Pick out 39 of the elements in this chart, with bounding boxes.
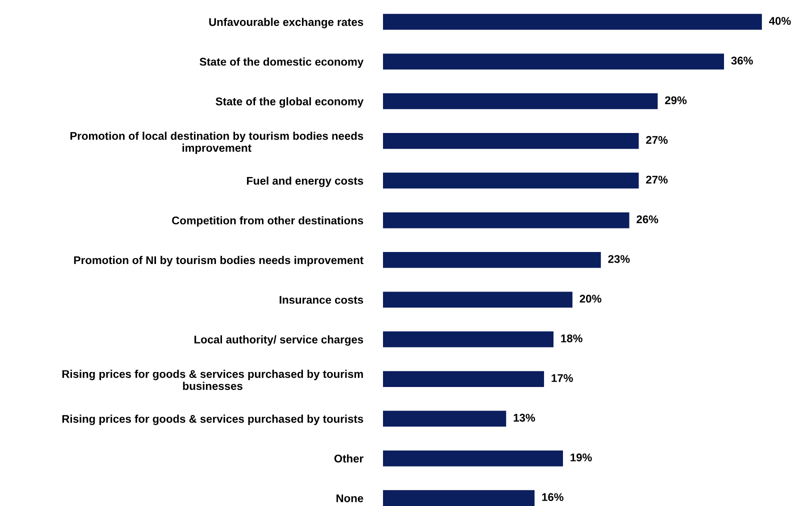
y-tick-label: Local authority/ service charges [194,335,364,346]
data-label: 40% [769,16,791,25]
data-label: 23% [608,255,630,263]
data-label: 36% [731,56,753,65]
bar [383,54,724,70]
y-tick-label: State of the global economy [216,97,364,108]
y-tick-label: Other [334,454,364,463]
data-label: 27% [646,136,668,144]
y-tick-label: Promotion of local destination by tourism bodies needs improvement [70,132,364,154]
bar [383,490,535,506]
bar [383,212,630,228]
bar [383,252,601,268]
y-tick-label: Insurance costs [280,296,364,304]
data-label: 29% [665,96,687,104]
bar [383,331,554,348]
y-tick-label: Competition from other destinations [172,216,364,227]
data-label: 13% [514,414,536,422]
y-tick-label: Fuel and energy costs [246,176,364,187]
bar [383,93,658,110]
bar [383,410,506,427]
y-tick-label: Rising prices for goods & services purchased by tourists [62,414,364,426]
data-label: 27% [646,176,668,184]
bar [383,132,639,149]
data-label: 16% [542,493,564,502]
y-tick-label: Unfavourable exchange rates [209,18,364,28]
bar [383,292,572,308]
data-label: 26% [636,215,658,224]
y-tick-label: None [336,494,364,502]
y-tick-label: Rising prices for goods & services purchased by tourism businesses [62,370,363,390]
bar [383,371,544,387]
bar [383,172,639,189]
y-tick-label: State of the domestic economy [200,58,364,68]
bar [383,450,563,466]
y-tick-label: Promotion of NI by tourism bodies needs improvement [74,256,364,266]
data-label: 19% [570,453,592,462]
data-label: 18% [561,334,582,342]
data-label: 20% [580,294,602,303]
bar [383,14,762,30]
data-label: 17% [552,374,573,382]
